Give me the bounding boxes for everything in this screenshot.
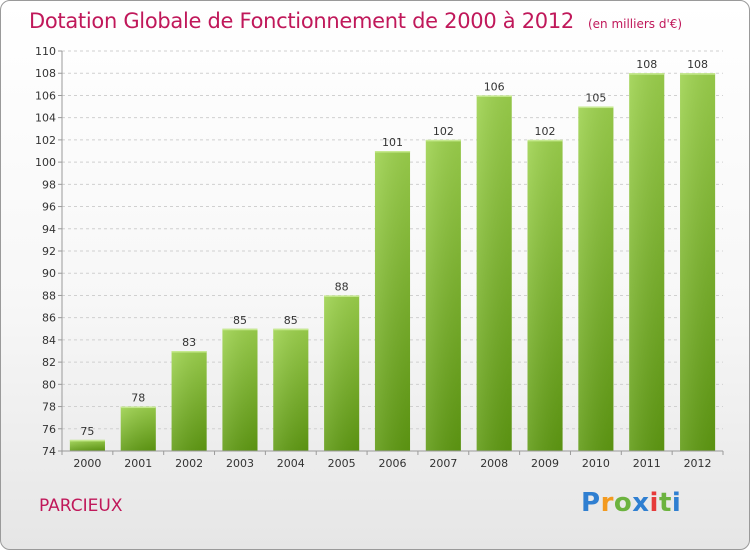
bar-highlight: [476, 95, 512, 97]
y-tick-label: 110: [35, 45, 56, 58]
bar-highlight: [273, 328, 309, 331]
x-tick-label: 2012: [684, 457, 712, 470]
bar-highlight: [324, 295, 360, 297]
x-tick-label: 2005: [328, 457, 356, 470]
value-label: 105: [585, 92, 606, 105]
y-tick-label: 94: [42, 223, 56, 236]
value-label: 85: [233, 314, 247, 327]
value-label: 101: [382, 136, 403, 149]
x-tick-label: 2004: [277, 457, 305, 470]
bar-highlight: [374, 151, 411, 153]
y-tick-label: 86: [42, 312, 56, 325]
bar-shade: [374, 151, 411, 451]
logo-letter: t: [658, 488, 672, 518]
y-tick-label: 108: [35, 67, 56, 80]
y-tick-label: 78: [42, 401, 56, 414]
y-tick-label: 98: [42, 178, 56, 191]
y-tick-label: 96: [42, 201, 56, 214]
bar-shade: [69, 439, 105, 451]
value-label: 75: [80, 425, 94, 438]
bar-highlight: [629, 73, 665, 75]
y-tick-label: 100: [35, 156, 56, 169]
bar-shade: [171, 351, 207, 451]
y-tick-label: 104: [35, 112, 56, 125]
value-label: 108: [636, 58, 657, 71]
bar-highlight: [527, 139, 563, 142]
bar-highlight: [578, 106, 614, 109]
bar-highlight: [222, 328, 258, 331]
chart-title-text: Dotation Globale de Fonctionnement de 20…: [29, 9, 574, 33]
value-label: 102: [433, 125, 454, 138]
bar-shade: [476, 95, 512, 451]
x-tick-label: 2011: [633, 457, 661, 470]
bar-highlight: [171, 351, 207, 353]
y-tick-label: 102: [35, 134, 56, 147]
labels: 74 76 78 80 82 84 86 88 90 92 94 96 98 100 102 104 106 10…: [35, 45, 712, 470]
y-tick-label: 76: [42, 423, 56, 436]
logo-letter: x: [632, 488, 650, 518]
x-tick-label: 2003: [226, 457, 254, 470]
bar-shade: [222, 328, 258, 451]
x-tick-label: 2009: [531, 457, 559, 470]
value-label: 88: [335, 280, 349, 293]
y-tick-label: 88: [42, 289, 56, 302]
x-tick-label: 2006: [379, 457, 407, 470]
x-tick-label: 2002: [175, 457, 203, 470]
y-tick-label: 90: [42, 267, 56, 280]
y-tick-label: 74: [42, 445, 56, 458]
value-label: 106: [484, 80, 505, 93]
chart-subtitle: (en milliers d'€): [587, 17, 683, 31]
proxiti-logo: Proxiti: [581, 488, 681, 518]
commune-name: PARCIEUX: [39, 496, 123, 516]
x-tick-label: 2000: [73, 457, 101, 470]
logo-letter: o: [613, 488, 633, 518]
logo-letter: i: [649, 488, 659, 518]
chart-title: Dotation Globale de Fonctionnement de 20…: [29, 9, 682, 33]
bar-shade: [527, 139, 563, 451]
x-tick-label: 2008: [480, 457, 508, 470]
value-label: 83: [182, 336, 196, 349]
axes: [58, 50, 724, 455]
bar-shade: [120, 406, 156, 451]
bar-shade: [425, 139, 461, 451]
bar-highlight: [120, 406, 156, 409]
value-label: 78: [131, 392, 145, 405]
logo-letter: P: [581, 488, 601, 518]
value-label: 102: [535, 125, 556, 138]
bar-highlight: [680, 73, 716, 75]
value-label: 108: [687, 58, 708, 71]
x-tick-label: 2010: [582, 457, 610, 470]
value-label: 85: [284, 314, 298, 327]
logo-letter: i: [671, 488, 682, 518]
y-tick-label: 84: [42, 334, 56, 347]
y-tick-label: 106: [35, 89, 56, 102]
y-tick-label: 82: [42, 356, 56, 369]
y-tick-label: 80: [42, 378, 56, 391]
bar-highlight: [425, 139, 461, 142]
bar-shade: [578, 106, 614, 452]
bar-shade: [680, 73, 716, 451]
bars: [69, 73, 716, 452]
bar-shade: [324, 295, 360, 451]
bar-highlight: [69, 439, 105, 442]
x-tick-label: 2001: [124, 457, 152, 470]
x-tick-label: 2007: [429, 457, 457, 470]
y-tick-label: 92: [42, 245, 56, 258]
bar-shade: [273, 328, 309, 451]
bar-shade: [629, 73, 665, 451]
logo-letter: r: [600, 488, 614, 518]
